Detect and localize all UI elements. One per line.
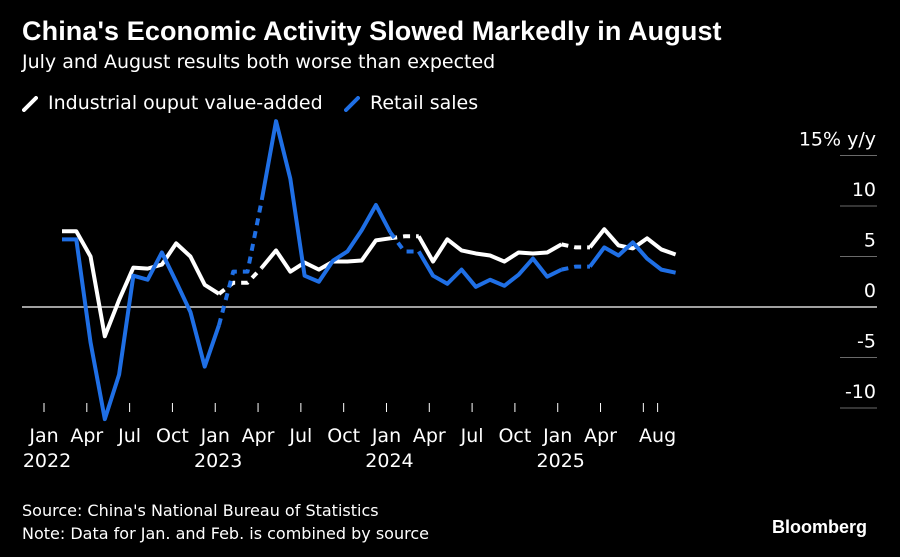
retail-series-dashed-line — [217, 199, 264, 326]
chart-title: China's Economic Activity Slowed Markedl… — [22, 16, 722, 46]
x-tick-label: Oct — [327, 425, 360, 447]
y-tick-label: -5 — [857, 331, 876, 353]
x-tick-label: Apr — [242, 425, 275, 447]
x-tick-label: Oct — [498, 425, 531, 447]
y-tick-label: 5 — [864, 230, 876, 252]
chart-subtitle: July and August results both worse than … — [22, 51, 496, 73]
industrial-series-dashed-line — [389, 234, 419, 241]
x-tick-label: Jan — [28, 425, 58, 447]
footer: Source: China's National Bureau of Stati… — [22, 499, 429, 545]
retail-series-line — [417, 250, 563, 289]
industrial-series-line — [588, 227, 677, 257]
retail-series-line — [259, 119, 392, 284]
x-tick-label: Jul — [117, 425, 141, 447]
retail-series-line — [588, 240, 677, 275]
retail-series-line — [62, 237, 221, 422]
data-note: Note: Data for Jan. and Feb. is combined… — [22, 524, 429, 543]
x-tick-label: Aug — [639, 425, 676, 447]
legend-swatch-industrial — [22, 96, 38, 112]
x-tick-label: Jan — [200, 425, 230, 447]
source-note: Source: China's National Bureau of Stati… — [22, 501, 379, 520]
y-tick-label: 15% y/y — [799, 129, 876, 151]
legend-swatch-retail — [344, 96, 360, 112]
retail-series-dashed-line — [561, 264, 590, 272]
x-tick-label: Jul — [288, 425, 312, 447]
industrial-series-line — [62, 229, 221, 339]
y-tick-label: 0 — [864, 280, 876, 302]
x-year-label: 2022 — [23, 450, 71, 472]
x-tick-label: Apr — [413, 425, 446, 447]
x-tick-label: Oct — [156, 425, 189, 447]
x-tick-label: Jan — [542, 425, 572, 447]
x-tick-label: Jan — [371, 425, 401, 447]
x-tick-label: Jul — [460, 425, 484, 447]
y-tick-label: -10 — [845, 381, 876, 403]
x-year-label: 2025 — [537, 450, 585, 472]
x-tick-label: Apr — [70, 425, 103, 447]
bloomberg-logo: Bloomberg — [772, 517, 868, 537]
legend-label-industrial: Industrial ouput value-added — [48, 92, 323, 114]
y-tick-label: 10 — [852, 179, 876, 201]
industrial-series-line — [260, 236, 391, 274]
industrial-series-dashed-line — [217, 266, 264, 296]
industrial-series-dashed-line — [561, 242, 590, 250]
industrial-series-line — [417, 235, 563, 264]
x-year-label: 2023 — [194, 450, 242, 472]
legend-label-retail: Retail sales — [370, 92, 479, 114]
x-tick-label: Apr — [584, 425, 617, 447]
x-year-label: 2024 — [365, 450, 413, 472]
